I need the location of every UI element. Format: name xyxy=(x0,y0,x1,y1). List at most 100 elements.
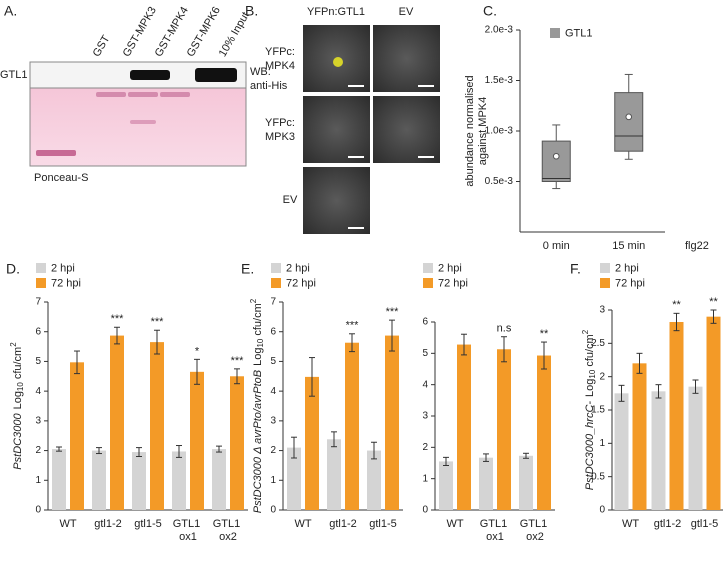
y-tick-label: 2.5 xyxy=(591,338,605,349)
y-tick-label: 5 xyxy=(35,356,41,367)
y-tick-label: 3 xyxy=(599,305,605,316)
significance-label: *** xyxy=(386,306,400,318)
bar xyxy=(688,386,703,510)
y-tick-label: 3 xyxy=(270,415,276,426)
blot-label: anti-His xyxy=(250,80,288,92)
x-tick-label: gtl1-5 xyxy=(134,518,162,530)
mean-marker xyxy=(552,152,560,160)
error-bar xyxy=(618,384,625,402)
y-tick-label: 0 xyxy=(422,505,428,516)
bar xyxy=(706,316,721,510)
y-tick-label: 1.0e-3 xyxy=(485,126,514,137)
significance-label: n.s xyxy=(497,323,512,335)
bar xyxy=(345,342,359,510)
y-tick-label: 0 xyxy=(599,505,605,516)
row-label: YFPc: xyxy=(265,117,295,129)
y-tick-label: 7 xyxy=(270,297,276,308)
error-bar xyxy=(136,447,142,458)
error-bar xyxy=(194,358,200,385)
error-bar xyxy=(96,447,102,455)
x-tick-label: WT xyxy=(59,518,76,530)
row-label: MPK3 xyxy=(265,131,295,143)
bar xyxy=(70,362,84,510)
y-axis-label: PstDC3000_hrcC-Log10cfu/cm2 xyxy=(581,329,597,490)
bar xyxy=(52,449,66,510)
panel-letter: D. xyxy=(6,261,20,277)
legend-swatch xyxy=(271,278,281,288)
bar xyxy=(132,452,146,510)
error-bar xyxy=(74,350,80,375)
error-bar xyxy=(443,456,449,467)
x-tick-label: WT xyxy=(446,518,463,530)
bar xyxy=(439,461,453,510)
bar xyxy=(367,450,381,510)
error-bar xyxy=(349,333,355,353)
y-tick-label: 0.5e-3 xyxy=(485,176,514,187)
y-tick-label: 4 xyxy=(35,386,41,397)
y-axis-label: PstDC3000Log10cfu/cm2 xyxy=(9,342,25,470)
column-label: YFPn:GTL1 xyxy=(307,6,365,18)
legend-label: 2 hpi xyxy=(286,262,310,274)
column-label: EV xyxy=(399,6,414,18)
box xyxy=(614,92,644,152)
y-tick-label: 6 xyxy=(422,317,428,328)
row-label: MPK4 xyxy=(265,60,295,72)
error-bar xyxy=(371,441,377,460)
significance-label: * xyxy=(195,345,200,357)
x-tick-label: GTL1 ox1 xyxy=(173,518,204,543)
row-label: EV xyxy=(283,194,298,206)
error-bar xyxy=(710,309,717,324)
stain-band xyxy=(96,92,126,97)
significance-label: ** xyxy=(672,299,681,311)
y-tick-label: 3 xyxy=(422,411,428,422)
error-bar xyxy=(461,333,467,356)
y-tick-label: 1 xyxy=(270,475,276,486)
legend-swatch xyxy=(36,278,46,288)
x-axis-label: flg22 xyxy=(685,240,709,252)
y-tick-label: 1.5e-3 xyxy=(485,75,514,86)
legend-label: 2 hpi xyxy=(51,262,75,274)
bar xyxy=(92,450,106,510)
x-tick-label: GTL1 ox2 xyxy=(213,518,244,543)
lane-label: GST xyxy=(91,33,113,59)
legend-label: 72 hpi xyxy=(615,277,645,289)
x-tick-label: gtl1-2 xyxy=(94,518,122,530)
micrographs xyxy=(303,25,440,234)
y-tick-label: 7 xyxy=(35,297,41,308)
y-tick-label: 4 xyxy=(422,379,428,390)
significance-label: ** xyxy=(709,296,718,308)
error-bar xyxy=(483,453,489,462)
bar xyxy=(212,449,226,510)
y-tick-label: 0 xyxy=(35,505,41,516)
y-tick-label: 1 xyxy=(35,475,41,486)
bar xyxy=(457,344,471,510)
bar xyxy=(632,363,647,510)
bar xyxy=(519,455,533,510)
micrograph xyxy=(373,96,440,163)
legend-swatch xyxy=(600,278,610,288)
y-tick-label: 5 xyxy=(270,356,276,367)
mean-marker xyxy=(625,113,633,121)
x-tick-label: gtl1-5 xyxy=(691,518,719,530)
legend-label: 72 hpi xyxy=(51,277,81,289)
x-tick-label: gtl1-2 xyxy=(329,518,357,530)
error-bar xyxy=(309,357,315,397)
bar xyxy=(190,371,204,510)
y-tick-label: 1 xyxy=(422,473,428,484)
legend-label: GTL1 xyxy=(565,27,593,39)
legend-label: 2 hpi xyxy=(438,262,462,274)
error-bar xyxy=(673,312,680,332)
blot-band xyxy=(195,68,237,82)
blot-band xyxy=(130,70,170,80)
bar xyxy=(479,457,493,510)
panel-letter: A. xyxy=(4,3,17,19)
error-bar xyxy=(331,431,337,448)
x-tick-label: WT xyxy=(622,518,639,530)
legend-swatch xyxy=(423,278,433,288)
lane-labels: GST GST-MPK3 GST-MPK4 GST-MPK6 10% Input xyxy=(91,5,252,59)
y-tick-label: 1 xyxy=(599,438,605,449)
panel-letter: C. xyxy=(483,3,497,19)
panel-letter: F. xyxy=(570,261,581,277)
y-tick-label: 2.0e-3 xyxy=(485,25,514,36)
